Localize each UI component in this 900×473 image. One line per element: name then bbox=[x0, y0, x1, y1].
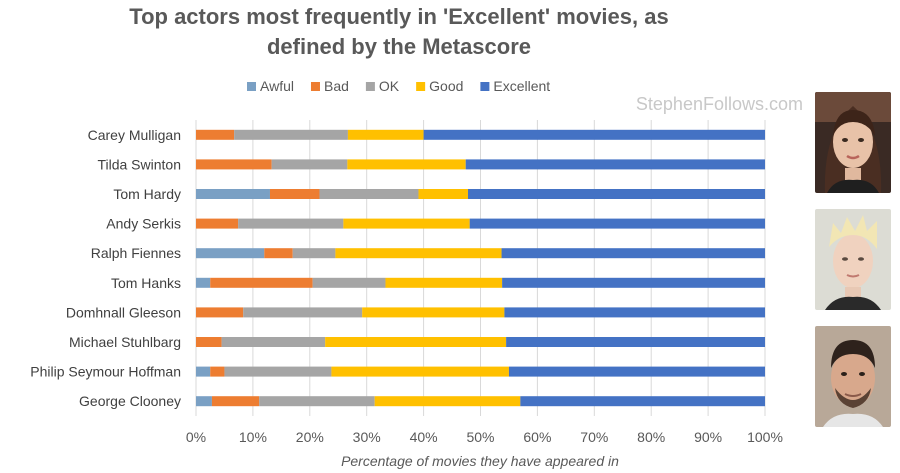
bar-ralph-fiennes-ok bbox=[292, 248, 336, 259]
x-tick-label-4: 40% bbox=[410, 429, 438, 445]
chart-legend: Awful Bad OK Good Excellent bbox=[247, 78, 550, 94]
bar-george-clooney-awful bbox=[196, 396, 212, 407]
bar-george-clooney-ok bbox=[259, 396, 375, 407]
chart-title: Top actors most frequently in 'Excellent… bbox=[129, 4, 668, 59]
x-tick-label-6: 60% bbox=[523, 429, 551, 445]
x-tick-label-2: 20% bbox=[296, 429, 324, 445]
legend-swatch-bad bbox=[310, 82, 320, 91]
chart-title-line-1: Top actors most frequently in 'Excellent… bbox=[129, 4, 668, 29]
bar-ralph-fiennes-bad bbox=[264, 248, 293, 259]
legend-swatch-excellent bbox=[480, 82, 490, 91]
actor-photo-tilda-swinton bbox=[815, 209, 891, 310]
bar-philip-seymour-hoffman-ok bbox=[224, 366, 332, 377]
category-label-tom-hanks: Tom Hanks bbox=[111, 275, 181, 291]
legend-swatch-awful bbox=[247, 82, 256, 91]
chart-title-line-2: defined by the Metascore bbox=[267, 34, 531, 59]
bar-michael-stuhlbarg-ok bbox=[221, 337, 326, 347]
bar-tom-hanks-excellent bbox=[502, 277, 765, 288]
bar-tom-hardy-awful bbox=[196, 189, 270, 199]
bar-michael-stuhlbarg-excellent bbox=[506, 337, 765, 347]
bar-andy-serkis-ok bbox=[238, 218, 344, 229]
category-label-michael-stuhlbarg: Michael Stuhlbarg bbox=[69, 334, 181, 350]
x-axis-label: Percentage of movies they have appeared … bbox=[341, 453, 619, 469]
x-tick-label-8: 80% bbox=[637, 429, 665, 445]
bar-philip-seymour-hoffman-excellent bbox=[508, 366, 765, 377]
category-label-carey-mulligan: Carey Mulligan bbox=[88, 127, 181, 143]
category-label-tom-hardy: Tom Hardy bbox=[113, 186, 181, 202]
bar-ralph-fiennes-awful bbox=[196, 248, 265, 259]
bar-tom-hanks-bad bbox=[210, 277, 313, 288]
legend-label-awful: Awful bbox=[260, 78, 294, 94]
legend-swatch-ok bbox=[365, 82, 375, 91]
bar-ralph-fiennes-good bbox=[335, 248, 502, 259]
bar-carey-mulligan-ok bbox=[234, 129, 348, 140]
bar-tom-hardy-ok bbox=[319, 189, 419, 199]
actor-photo-tom-hardy bbox=[815, 326, 891, 427]
category-label-tilda-swinton: Tilda Swinton bbox=[97, 156, 181, 172]
bar-tom-hardy-excellent bbox=[467, 189, 765, 199]
bar-andy-serkis-good bbox=[343, 218, 470, 229]
x-tick-label-5: 50% bbox=[466, 429, 494, 445]
bar-philip-seymour-hoffman-awful bbox=[196, 366, 211, 377]
bar-carey-mulligan-bad bbox=[196, 129, 235, 140]
bar-george-clooney-excellent bbox=[520, 396, 765, 407]
x-tick-label-9: 90% bbox=[694, 429, 722, 445]
legend-label-good: Good bbox=[429, 78, 463, 94]
bar-tom-hanks-ok bbox=[312, 277, 386, 288]
bar-tom-hardy-bad bbox=[269, 189, 320, 199]
bar-domhnall-gleeson-excellent bbox=[504, 307, 765, 318]
bar-domhnall-gleeson-ok bbox=[243, 307, 363, 318]
bar-tilda-swinton-bad bbox=[196, 159, 272, 170]
bar-tilda-swinton-good bbox=[347, 159, 466, 170]
bar-george-clooney-bad bbox=[211, 396, 260, 407]
bar-domhnall-gleeson-bad bbox=[196, 307, 244, 318]
bar-andy-serkis-bad bbox=[196, 218, 239, 229]
bar-george-clooney-good bbox=[374, 396, 521, 407]
watermark: StephenFollows.com bbox=[636, 94, 803, 114]
x-tick-label-3: 30% bbox=[353, 429, 381, 445]
bars bbox=[196, 129, 765, 407]
legend-label-excellent: Excellent bbox=[493, 78, 550, 94]
bar-philip-seymour-hoffman-good bbox=[331, 366, 509, 377]
category-label-george-clooney: George Clooney bbox=[79, 393, 181, 409]
category-label-andy-serkis: Andy Serkis bbox=[106, 216, 181, 232]
bar-philip-seymour-hoffman-bad bbox=[210, 366, 225, 377]
x-tick-label-7: 70% bbox=[580, 429, 608, 445]
bar-michael-stuhlbarg-bad bbox=[196, 337, 222, 347]
category-label-domhnall-gleeson: Domhnall Gleeson bbox=[66, 304, 181, 320]
x-tick-label-0: 0% bbox=[186, 429, 206, 445]
x-tick-label-1: 10% bbox=[239, 429, 267, 445]
category-label-ralph-fiennes: Ralph Fiennes bbox=[91, 245, 181, 261]
bar-tom-hardy-good bbox=[418, 189, 468, 199]
x-tick-label-10: 100% bbox=[747, 429, 783, 445]
bar-tom-hanks-awful bbox=[196, 277, 211, 288]
bar-michael-stuhlbarg-good bbox=[325, 337, 507, 347]
legend-label-bad: Bad bbox=[324, 78, 349, 94]
bar-tilda-swinton-ok bbox=[271, 159, 348, 170]
category-labels: Carey Mulligan Tilda Swinton Tom Hardy Andy… bbox=[30, 127, 181, 409]
actor-photo-carey-mulligan bbox=[815, 92, 891, 193]
bar-domhnall-gleeson-good bbox=[362, 307, 505, 318]
bar-tilda-swinton-excellent bbox=[465, 159, 765, 170]
x-tick-labels: 0% 10% 20% 30% 40% 50% 60% 70% 80% 90% 100% bbox=[186, 429, 783, 445]
legend-label-ok: OK bbox=[379, 78, 400, 94]
bar-carey-mulligan-excellent bbox=[423, 129, 765, 140]
bar-ralph-fiennes-excellent bbox=[501, 248, 765, 259]
bar-carey-mulligan-good bbox=[347, 129, 424, 140]
legend-swatch-good bbox=[416, 82, 426, 91]
bar-andy-serkis-excellent bbox=[469, 218, 765, 229]
category-label-philip-seymour-hoffman: Philip Seymour Hoffman bbox=[30, 364, 181, 380]
bar-tom-hanks-good bbox=[385, 277, 503, 288]
